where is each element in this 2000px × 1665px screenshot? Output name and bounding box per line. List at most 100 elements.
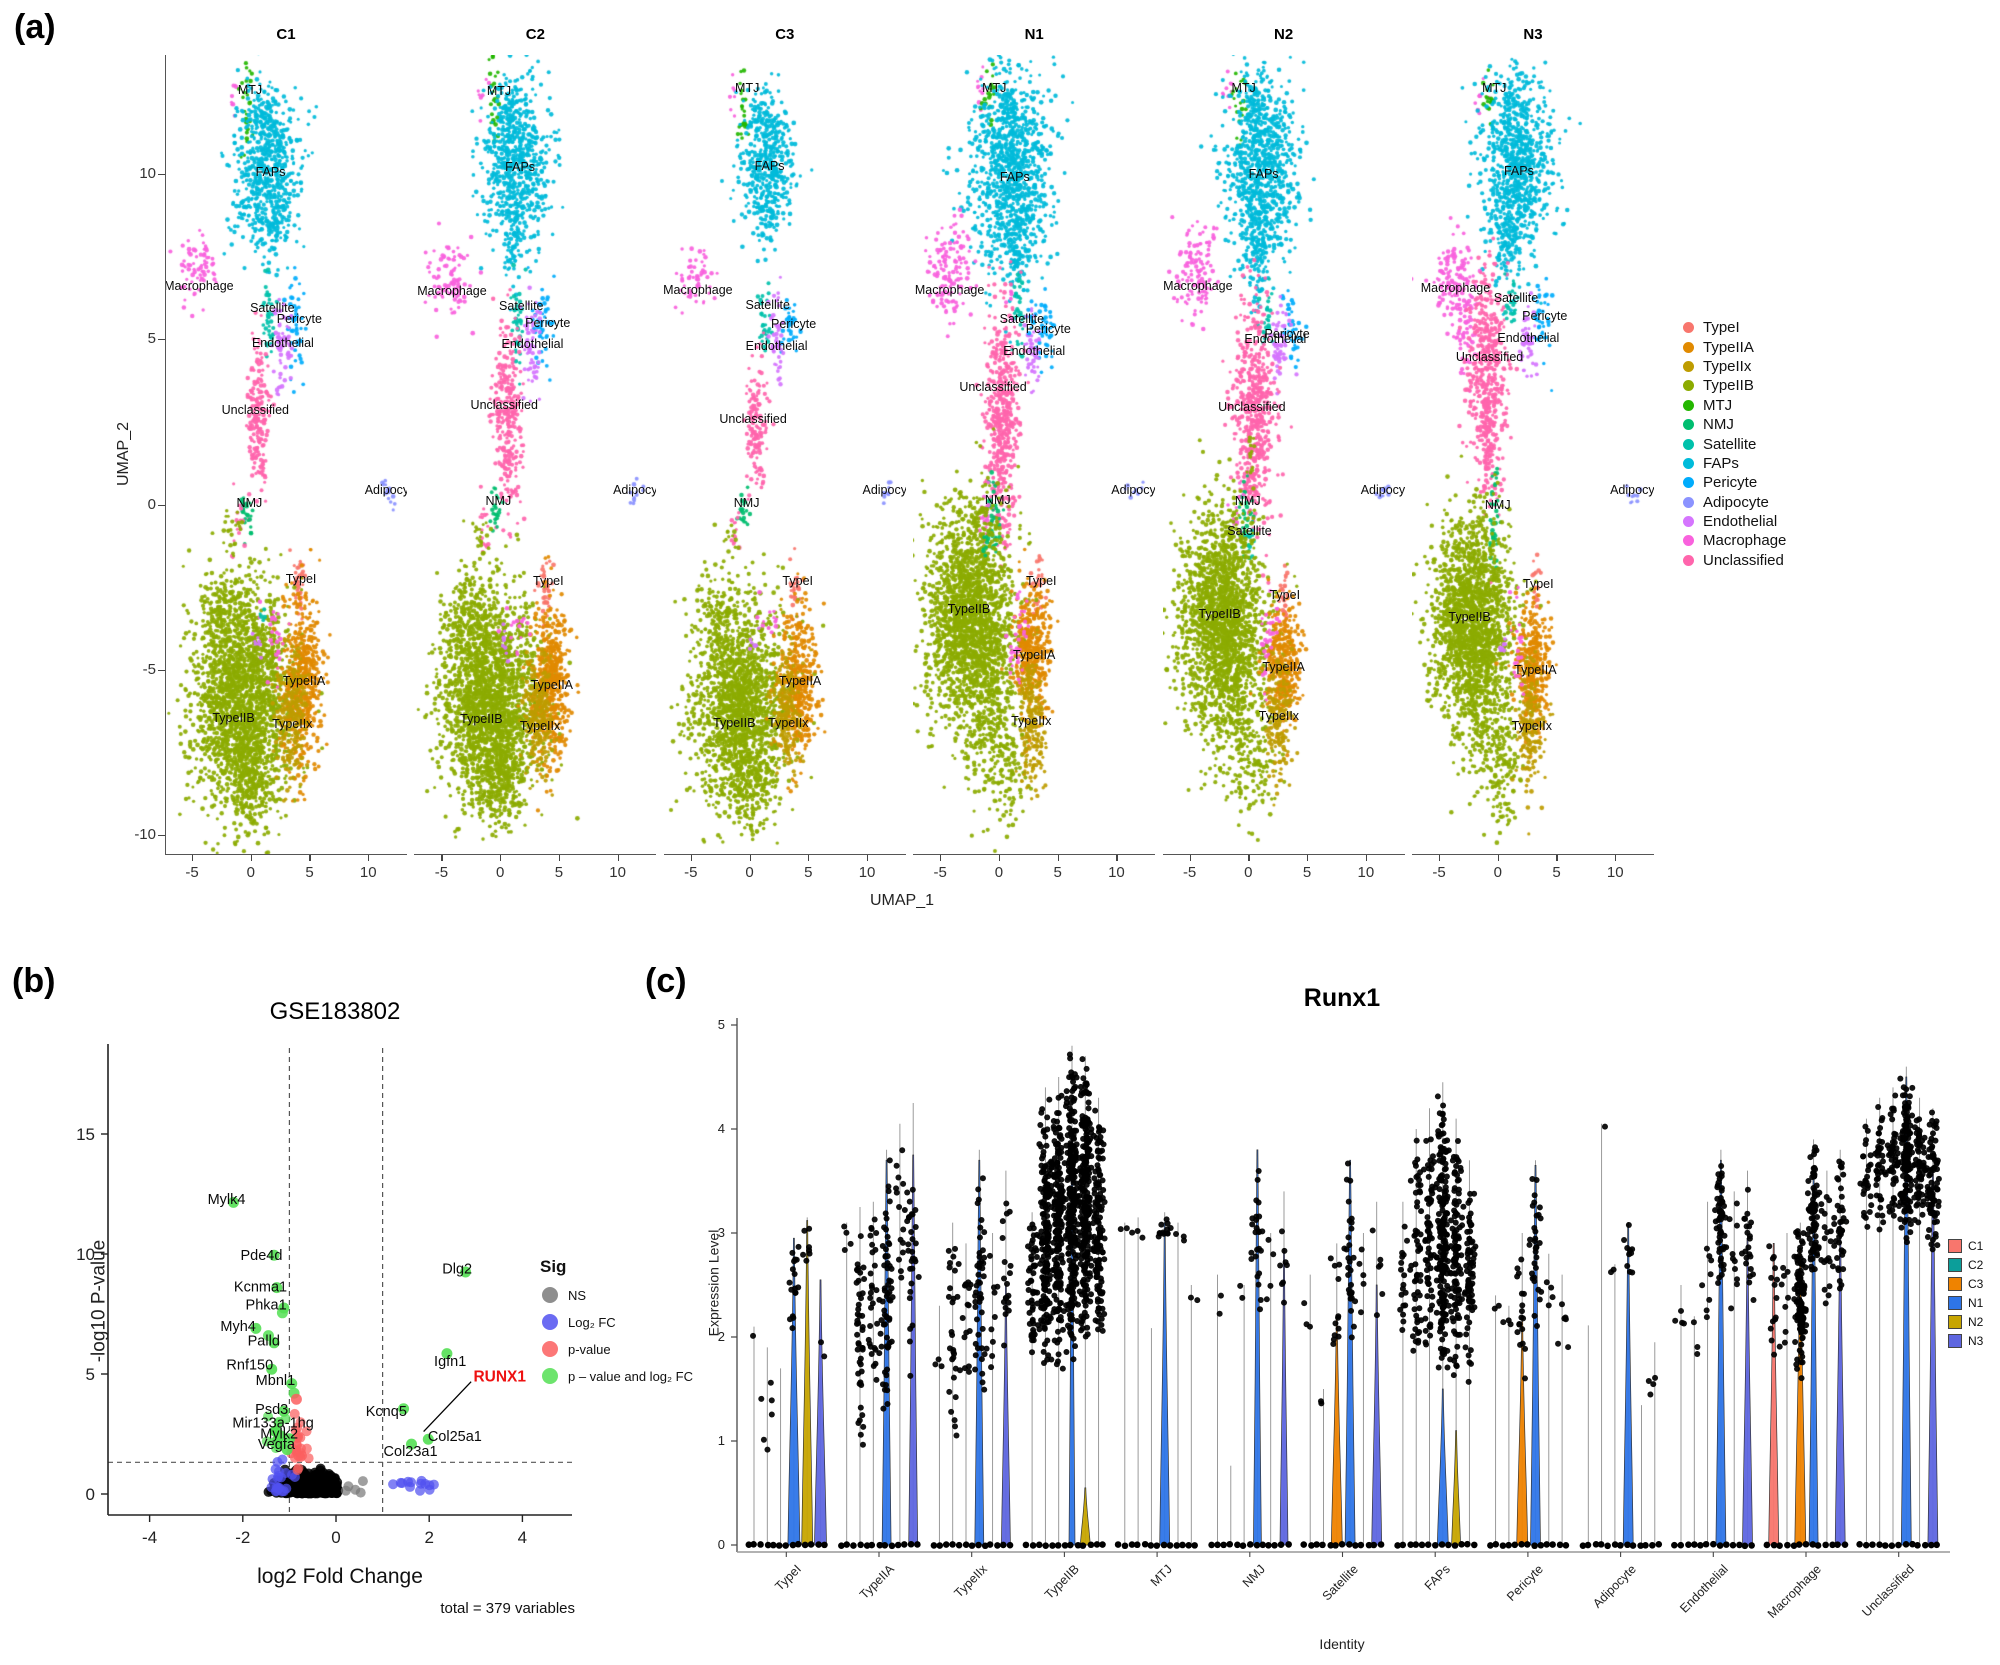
cluster-label-nmj: NMJ — [984, 492, 1011, 507]
zero-dot — [1556, 1541, 1564, 1549]
legend-dot-typeiia — [1683, 341, 1694, 353]
expr-dot — [900, 1180, 907, 1187]
expr-dot — [1778, 1281, 1785, 1288]
expr-dot — [1875, 1104, 1882, 1111]
zero-dot — [838, 1542, 845, 1549]
cluster-label-typeiix: TypeIIx — [1511, 719, 1552, 734]
cluster-label-endothelial: Endothelial — [745, 338, 808, 353]
expr-dot — [1098, 1315, 1105, 1322]
expr-dot — [1703, 1307, 1710, 1314]
expr-dot — [792, 1289, 799, 1296]
violin-group-FAPs — [1394, 1082, 1479, 1549]
zero-dot — [745, 1541, 753, 1548]
cluster-label-mtj: MTJ — [982, 81, 1007, 96]
expr-dot — [1734, 1276, 1741, 1283]
zero-dot — [930, 1542, 938, 1549]
expr-dot — [895, 1256, 902, 1263]
expr-dot — [950, 1253, 957, 1260]
zero-dot — [907, 1540, 915, 1548]
y-tick-mark — [158, 504, 165, 506]
expr-dot — [1533, 1323, 1540, 1330]
expr-dot — [1780, 1264, 1787, 1271]
expr-dot — [1902, 1182, 1909, 1189]
zero-dot — [1128, 1541, 1136, 1548]
point — [388, 1479, 399, 1490]
cluster-label-unclassified: Unclassified — [719, 411, 787, 426]
expr-dot — [1889, 1199, 1896, 1206]
expr-dot — [1744, 1186, 1751, 1193]
expr-dot — [1422, 1327, 1429, 1334]
expr-dot — [1543, 1279, 1550, 1286]
expr-dot — [1934, 1186, 1941, 1193]
cluster-label-macrophage: Macrophage — [165, 279, 234, 294]
gene-point-Kcnq5 — [398, 1403, 410, 1415]
cluster-label-faps: FAPs — [505, 160, 536, 175]
expr-dot — [1424, 1220, 1431, 1227]
expr-dot — [1868, 1202, 1875, 1209]
runx1-callout-line — [423, 1381, 472, 1433]
expr-dot — [1517, 1341, 1524, 1348]
expr-dot — [854, 1317, 861, 1324]
expr-dot — [1040, 1277, 1047, 1284]
violin-N1 — [1715, 1159, 1727, 1546]
zero-dot — [1909, 1540, 1916, 1548]
expr-dot — [1427, 1265, 1434, 1272]
zero-dot — [850, 1542, 857, 1549]
x-tick-mark — [749, 855, 751, 861]
expr-dot — [1029, 1349, 1036, 1356]
expr-dot — [1703, 1314, 1710, 1321]
expr-dot — [1413, 1238, 1420, 1245]
expr-dot — [1495, 1302, 1502, 1309]
expr-dot — [1028, 1256, 1035, 1263]
legend-label: Satellite — [1703, 435, 1757, 453]
violin-C3 — [1516, 1321, 1529, 1546]
expr-dot — [1839, 1251, 1846, 1258]
expr-dot — [1920, 1144, 1927, 1151]
zero-dot — [857, 1541, 864, 1549]
expr-dot — [882, 1321, 889, 1328]
expr-dot — [1033, 1253, 1040, 1260]
expr-dot — [1155, 1233, 1162, 1240]
x-tick-mark — [441, 855, 443, 861]
expr-dot — [1422, 1238, 1429, 1245]
zero-dot — [1079, 1542, 1087, 1549]
cluster-label-nmj: NMJ — [236, 495, 263, 510]
panel-b-label: (b) — [12, 962, 56, 1000]
facet-title-C1: C1 — [276, 26, 296, 43]
point — [263, 1411, 274, 1422]
x-tick-mark — [1189, 855, 1191, 861]
expr-dot — [1462, 1344, 1469, 1351]
expr-dot — [1081, 1267, 1088, 1274]
legend-item-pericyte: Pericyte — [1683, 473, 1786, 492]
cluster-label-typeiix: TypeIIx — [1011, 714, 1052, 729]
expr-dot — [1350, 1323, 1357, 1330]
zero-dot — [1770, 1541, 1778, 1549]
expr-dot — [909, 1186, 916, 1193]
expr-dot — [1030, 1288, 1037, 1295]
expr-dot — [1424, 1214, 1431, 1221]
expr-dot — [854, 1331, 861, 1338]
expr-dot — [1080, 1075, 1087, 1082]
zero-dot — [1617, 1542, 1624, 1549]
cluster-label-adipocyte: Adipocyte — [364, 482, 407, 497]
expr-dot — [1807, 1154, 1814, 1161]
zero-dot — [1308, 1542, 1315, 1549]
expr-dot — [878, 1343, 885, 1350]
expr-dot — [1885, 1152, 1892, 1159]
expr-dot — [1903, 1235, 1910, 1242]
expr-dot — [1091, 1248, 1098, 1255]
expr-dot — [999, 1235, 1006, 1242]
expr-dot — [1048, 1356, 1055, 1363]
cluster-label-faps: FAPs — [754, 158, 785, 173]
expr-dot — [1601, 1123, 1608, 1130]
expr-dot — [1876, 1226, 1883, 1233]
expr-dot — [1055, 1233, 1062, 1240]
expr-dot — [856, 1312, 863, 1319]
expr-dot — [1799, 1359, 1806, 1366]
cluster-label-pericyte: Pericyte — [1264, 327, 1310, 342]
zero-dot — [1933, 1541, 1940, 1549]
zero-dot — [1876, 1541, 1883, 1548]
expr-dot — [1053, 1260, 1060, 1267]
sig-legend-label-0: NS — [568, 1288, 586, 1303]
expr-dot — [1836, 1278, 1843, 1285]
